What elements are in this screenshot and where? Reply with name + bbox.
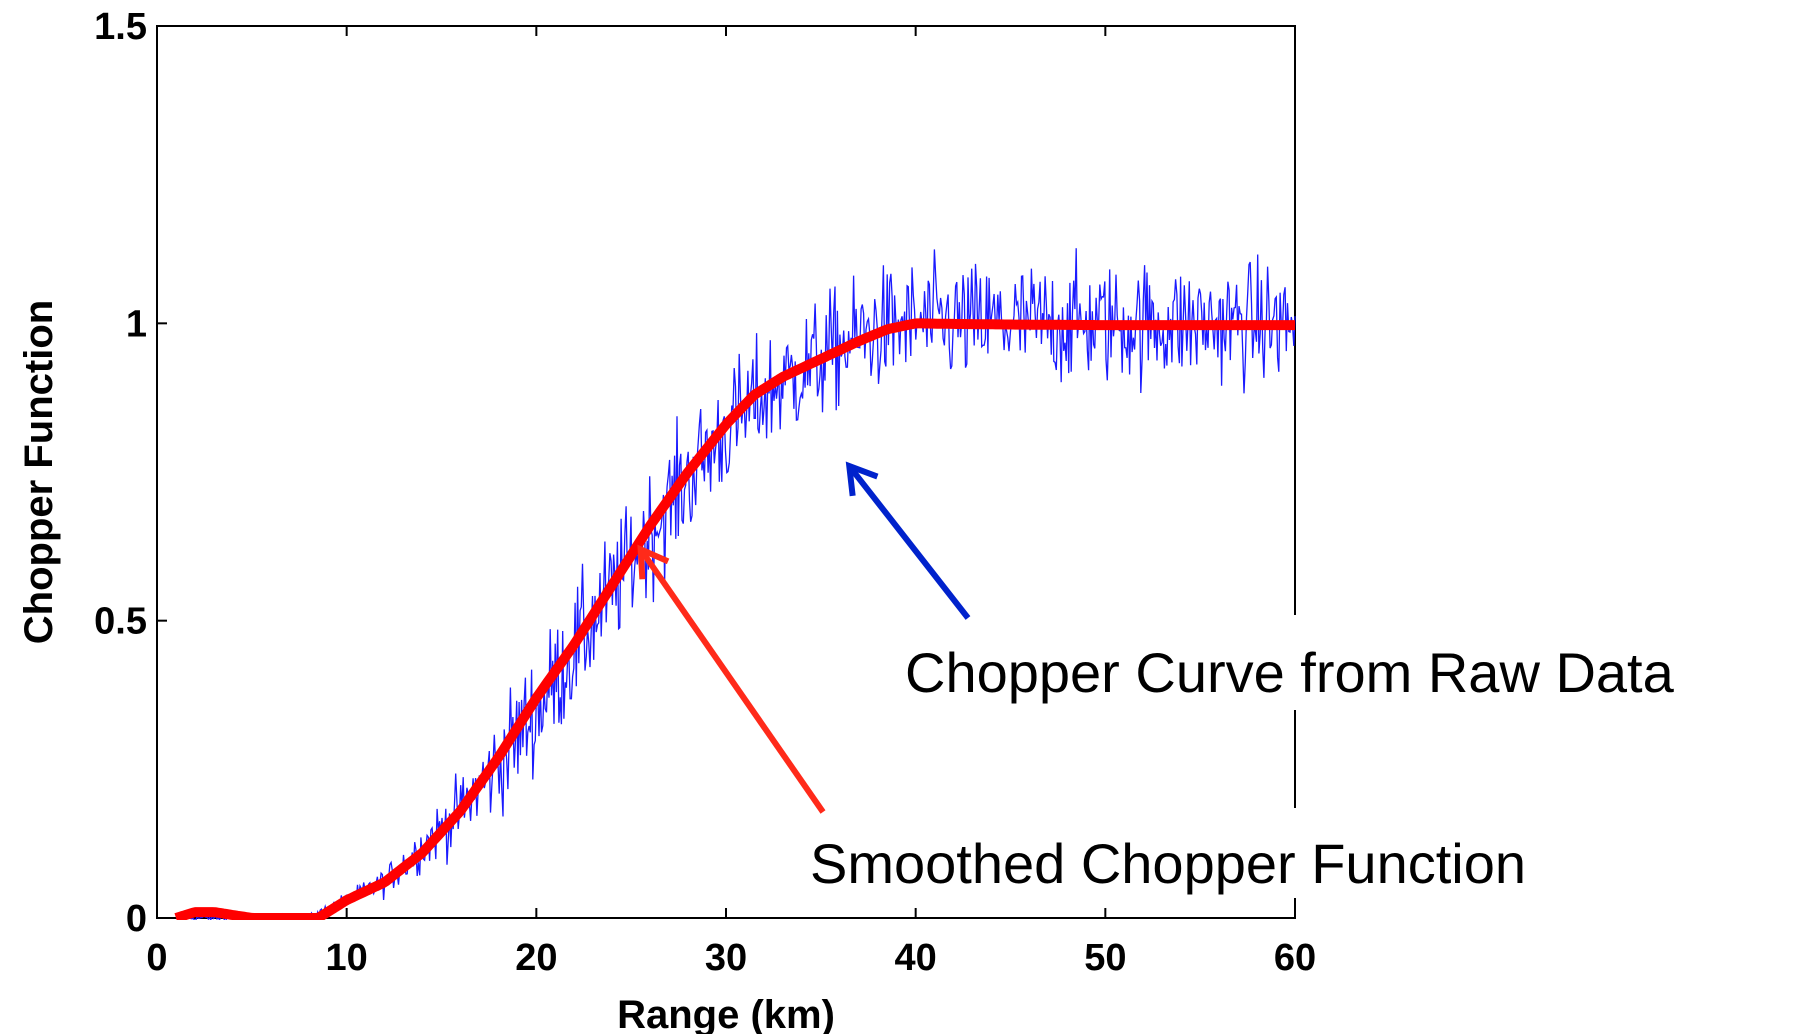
plot-area (157, 26, 1295, 918)
x-tick-label: 40 (895, 937, 937, 979)
annotation-smoothed-label: Smoothed Chopper Function (810, 832, 1526, 895)
x-tick-label: 60 (1274, 937, 1316, 979)
y-tick-label: 0.5 (94, 601, 147, 643)
y-tick-label: 0 (126, 898, 147, 940)
x-tick-label: 0 (146, 937, 167, 979)
y-tick-label: 1 (126, 303, 147, 345)
y-axis-label: Chopper Function (17, 300, 61, 644)
x-axis-label: Range (km) (617, 993, 835, 1034)
annotation-raw-label: Chopper Curve from Raw Data (905, 641, 1675, 704)
y-tick-label: 1.5 (94, 6, 147, 48)
x-tick-label: 50 (1084, 937, 1126, 979)
x-tick-label: 30 (705, 937, 747, 979)
x-tick-label: 20 (515, 937, 557, 979)
x-tick-label: 10 (326, 937, 368, 979)
